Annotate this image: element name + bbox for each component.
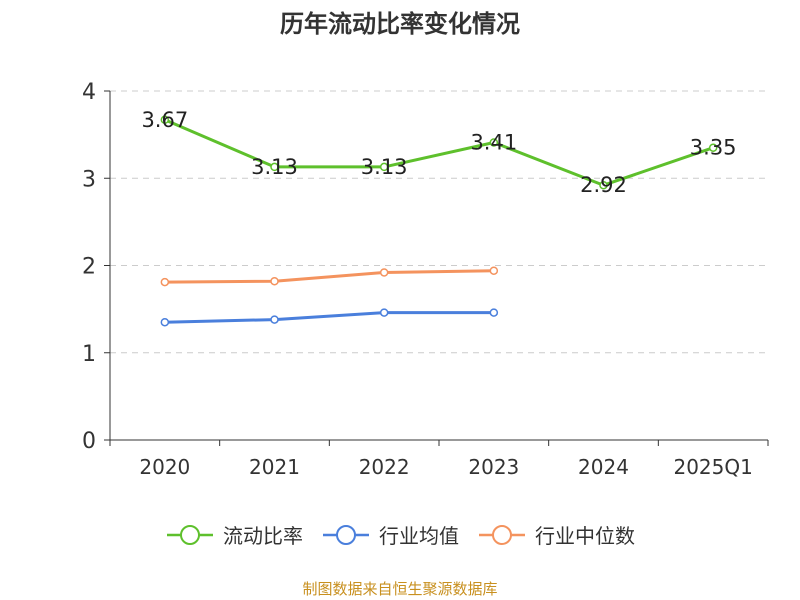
legend: 流动比率 行业均值 行业中位数 — [0, 520, 800, 549]
data-point — [379, 268, 389, 277]
y-tick-label: 4 — [82, 80, 96, 105]
y-tick-label: 3 — [82, 167, 96, 192]
legend-marker-icon — [323, 524, 369, 545]
x-tick-label: 2020 — [139, 455, 190, 479]
data-point — [489, 138, 499, 147]
legend-label: 流动比率 — [223, 524, 303, 548]
y-tick-label: 1 — [82, 342, 96, 367]
data-point — [708, 143, 718, 152]
data-label: 3.41 — [470, 130, 517, 154]
legend-label: 行业均值 — [379, 524, 459, 548]
data-label: 2.92 — [580, 173, 627, 197]
data-point — [489, 266, 499, 275]
data-label: 3.13 — [251, 155, 298, 179]
legend-marker-icon — [479, 524, 525, 545]
data-label: 3.67 — [141, 108, 188, 132]
series-line-2 — [164, 269, 494, 284]
source-note: 制图数据来自恒生聚源数据库 — [302, 580, 498, 598]
data-point — [379, 162, 389, 172]
data-point — [160, 277, 170, 287]
legend-item-0[interactable]: 流动比率 — [165, 520, 303, 549]
data-point — [160, 317, 170, 327]
data-point — [379, 308, 389, 317]
x-tick-label: 2021 — [249, 455, 300, 479]
data-point — [270, 315, 279, 324]
legend-item-2[interactable]: 行业中位数 — [477, 520, 635, 549]
data-point — [270, 162, 279, 172]
data-label: 3.13 — [361, 155, 408, 179]
legend-marker-icon — [167, 524, 213, 545]
x-tick-label: 2023 — [468, 455, 519, 479]
data-point — [270, 276, 279, 286]
line-chart: 0 1 2 3 4 2020 2021 2022 2023 2024 2025Q1 3.67 3.13 3… — [82, 80, 769, 479]
y-tick-label: 0 — [82, 429, 96, 454]
x-tick-label: 2025Q1 — [673, 455, 752, 479]
data-point — [599, 180, 608, 190]
data-point — [160, 115, 170, 125]
data-point — [489, 308, 499, 317]
x-tick-label: 2022 — [359, 455, 410, 479]
data-label: 3.35 — [690, 136, 737, 160]
x-tick-label: 2024 — [578, 455, 629, 479]
series-line-1 — [164, 311, 494, 324]
series-line-0 — [164, 118, 714, 187]
legend-label: 行业中位数 — [535, 524, 635, 548]
y-tick-label: 2 — [82, 255, 96, 280]
chart-title: 历年流动比率变化情况 — [280, 10, 520, 38]
legend-item-1[interactable]: 行业均值 — [321, 520, 459, 549]
